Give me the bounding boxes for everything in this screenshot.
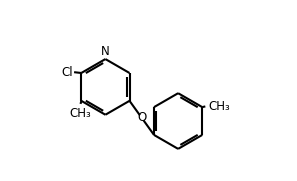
- Text: CH₃: CH₃: [69, 107, 91, 120]
- Text: CH₃: CH₃: [208, 100, 230, 113]
- Text: Cl: Cl: [61, 66, 73, 79]
- Text: O: O: [137, 111, 146, 124]
- Text: N: N: [101, 45, 110, 58]
